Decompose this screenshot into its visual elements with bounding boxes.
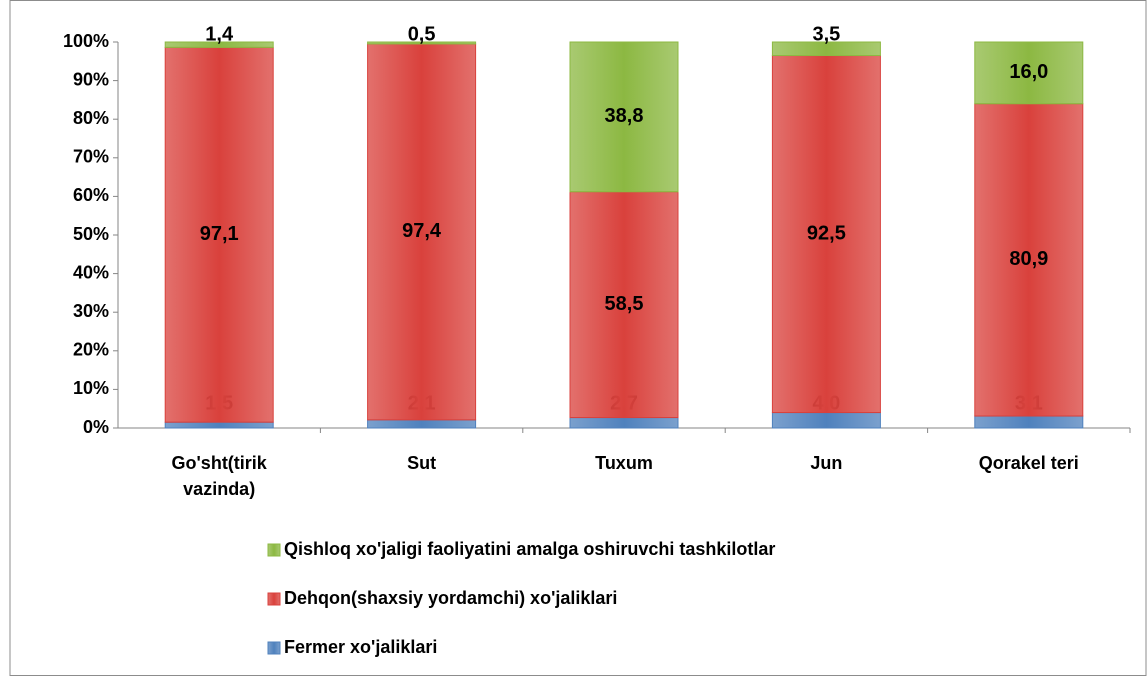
legend-swatch (267, 641, 281, 655)
bar-segment (164, 421, 274, 429)
bar-segment (771, 55, 881, 414)
x-tick-label: Go'sht(tirik vazinda) (171, 453, 267, 499)
legend-label: Fermer xo'jaliklari (284, 637, 437, 657)
y-tick-label: 100% (63, 31, 109, 51)
value-label: 80,9 (1009, 248, 1048, 270)
y-tick-label: 60% (73, 185, 109, 205)
bar-segment (569, 41, 679, 193)
value-label: 1,4 (205, 23, 234, 45)
legend-swatch (267, 543, 281, 557)
value-label: 16,0 (1009, 61, 1048, 83)
y-tick-label: 90% (73, 69, 109, 89)
bar-segment (164, 46, 274, 423)
bar-segment (974, 415, 1084, 429)
bar-segment (974, 41, 1084, 105)
y-tick-label: 70% (73, 147, 109, 167)
bar-segment (771, 41, 881, 57)
x-tick-label: Jun (810, 453, 843, 473)
value-label: 0,5 (408, 23, 436, 45)
y-tick-label: 10% (73, 378, 109, 398)
y-tick-label: 50% (73, 224, 109, 244)
value-label: 58,5 (605, 293, 644, 315)
value-label: 92,5 (807, 222, 846, 244)
value-label: 3,5 (812, 23, 840, 45)
bar-segment (569, 417, 679, 429)
x-tick-label: Qorakel teri (978, 453, 1079, 473)
bar-segment (569, 191, 679, 419)
bar-segment (367, 41, 477, 45)
value-label: 38,8 (605, 105, 644, 127)
legend-swatch (267, 592, 281, 606)
x-tick-label: Sut (407, 453, 437, 473)
value-label: 97,1 (200, 223, 239, 245)
legend-label: Dehqon(shaxsiy yordamchi) xo'jaliklari (284, 588, 617, 608)
y-tick-label: 80% (73, 108, 109, 128)
bar-segment (164, 41, 274, 48)
y-tick-label: 30% (73, 301, 109, 321)
y-tick-label: 20% (73, 340, 109, 360)
legend-label: Qishloq xo'jaligi faoliyatini amalga osh… (284, 539, 775, 559)
bar-segment (367, 43, 477, 421)
bar-segment (771, 412, 881, 429)
x-tick-label: Tuxum (595, 453, 653, 473)
y-tick-label: 40% (73, 262, 109, 282)
bar-segment (974, 103, 1084, 417)
y-tick-label: 0% (83, 417, 109, 437)
bar-segment (367, 419, 477, 429)
value-label: 97,4 (402, 220, 442, 242)
